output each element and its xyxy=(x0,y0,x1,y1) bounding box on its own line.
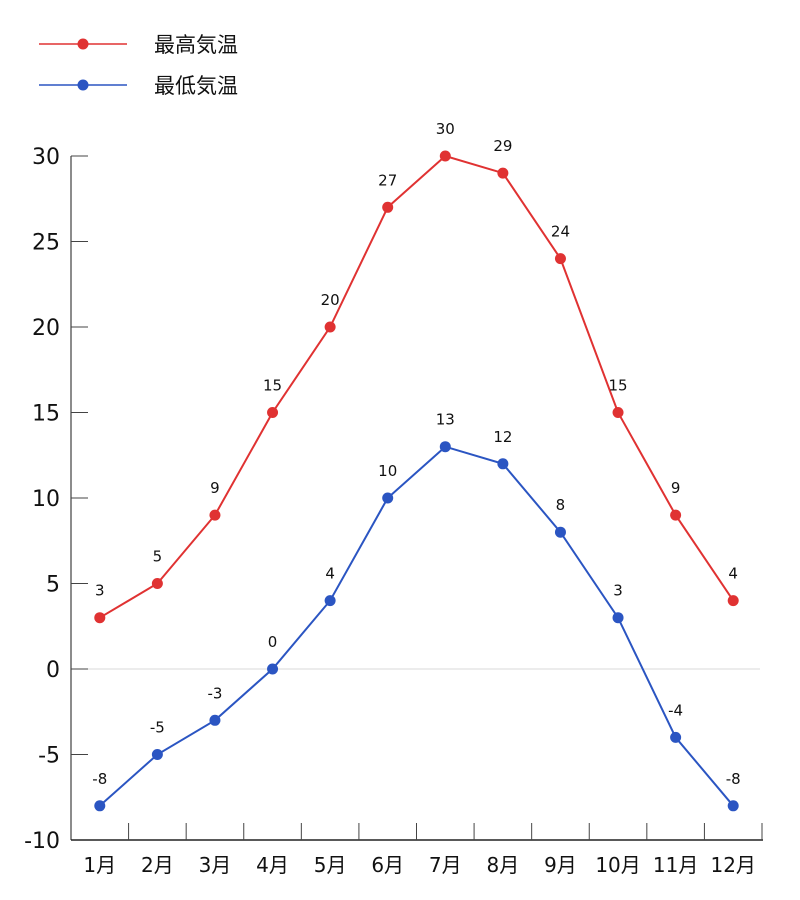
data-point xyxy=(382,492,394,504)
data-label: 0 xyxy=(268,633,278,651)
y-tick-label: 30 xyxy=(32,145,60,170)
data-point xyxy=(267,407,279,418)
legend-label: 最高気温 xyxy=(154,33,238,57)
data-point xyxy=(151,749,163,760)
data-label: 4 xyxy=(325,565,335,583)
data-label: -8 xyxy=(92,770,107,788)
x-tick-label: 2月 xyxy=(141,853,174,877)
x-tick-label: 10月 xyxy=(595,853,640,877)
data-label: -4 xyxy=(668,701,683,719)
data-point xyxy=(151,578,163,589)
data-point xyxy=(670,509,682,521)
data-point xyxy=(94,612,106,624)
data-point xyxy=(612,612,624,624)
y-tick-label: 0 xyxy=(46,658,60,683)
data-label: 24 xyxy=(551,223,570,241)
data-point xyxy=(727,595,739,607)
x-tick-label: 8月 xyxy=(487,853,520,877)
data-point xyxy=(382,201,394,213)
data-point xyxy=(670,731,682,743)
data-label: 15 xyxy=(608,377,627,395)
legend-marker xyxy=(77,38,89,50)
data-label: 5 xyxy=(153,548,163,566)
data-point xyxy=(209,714,221,726)
y-tick-label: 25 xyxy=(32,231,60,256)
y-tick-label: 5 xyxy=(46,573,60,598)
data-point xyxy=(209,509,221,521)
data-point xyxy=(497,167,509,179)
data-label: 10 xyxy=(378,462,397,480)
y-tick-label: -10 xyxy=(24,829,60,854)
data-point xyxy=(554,253,566,265)
x-tick-label: 3月 xyxy=(199,853,232,877)
data-point xyxy=(324,321,336,333)
x-tick-label: 11月 xyxy=(653,853,698,877)
x-tick-label: 6月 xyxy=(371,853,404,877)
data-point xyxy=(612,407,624,418)
data-label: 13 xyxy=(436,411,455,429)
data-point xyxy=(324,595,336,607)
x-tick-label: 7月 xyxy=(429,853,462,877)
data-point xyxy=(439,150,451,162)
data-label: 20 xyxy=(321,291,340,309)
series-line-0 xyxy=(99,154,735,619)
data-label: 4 xyxy=(728,565,738,583)
y-tick-label: 10 xyxy=(32,487,60,512)
x-tick-label: 4月 xyxy=(256,853,289,877)
data-label: -3 xyxy=(207,684,222,702)
data-label: 12 xyxy=(493,428,512,446)
legend-label: 最低気温 xyxy=(154,74,238,98)
data-label: 30 xyxy=(436,120,455,138)
data-point xyxy=(94,800,106,812)
data-point xyxy=(554,526,566,538)
x-tick-label: 1月 xyxy=(83,853,116,877)
data-label: 8 xyxy=(556,496,566,514)
data-label: 15 xyxy=(263,377,282,395)
data-point xyxy=(727,800,739,812)
y-tick-label: 20 xyxy=(32,316,60,341)
data-label: 27 xyxy=(378,171,397,189)
data-label: 9 xyxy=(671,479,681,497)
data-point xyxy=(267,663,279,675)
x-tick-label: 9月 xyxy=(544,853,577,877)
x-tick-label: 5月 xyxy=(314,853,347,877)
y-tick-label: -5 xyxy=(38,744,60,769)
data-label: 9 xyxy=(210,479,220,497)
data-label: 3 xyxy=(613,582,623,600)
data-point xyxy=(439,441,451,453)
legend-marker xyxy=(77,79,89,91)
data-label: -8 xyxy=(726,770,741,788)
series-line-1 xyxy=(99,445,734,807)
data-label: 3 xyxy=(95,582,105,600)
x-tick-label: 12月 xyxy=(710,853,755,877)
data-point xyxy=(497,458,509,470)
data-label: 29 xyxy=(493,137,512,155)
data-label: -5 xyxy=(150,719,165,737)
y-tick-label: 15 xyxy=(32,402,60,427)
